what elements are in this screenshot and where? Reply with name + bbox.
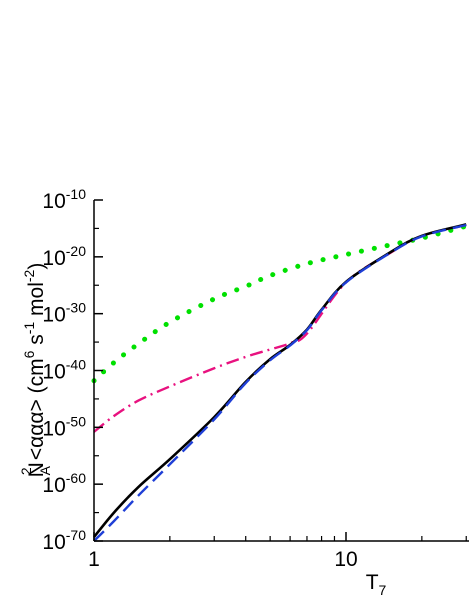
x-tick-label: 1 <box>88 548 100 571</box>
y-axis-label: N2 A <ααα> (cm6 s-1 mol-2) <box>18 263 53 478</box>
y-label-n: N <box>25 462 48 477</box>
y-tick-label: 10-50 <box>42 413 86 440</box>
y-tick-label: 10-70 <box>42 527 86 554</box>
y-label-core: <ααα> (cm <box>25 358 48 466</box>
x-axis-label-base: T <box>366 571 379 594</box>
y-tick-label: 10-60 <box>42 470 86 497</box>
y-label-exp3: -2 <box>21 269 37 282</box>
series-line-1 <box>91 223 469 384</box>
y-tick-label: 10-30 <box>42 300 86 327</box>
y-tick-label: 10-20 <box>42 243 86 270</box>
series-line-2 <box>93 223 467 433</box>
y-label-n-sub: A <box>37 465 53 475</box>
y-label-end: ) <box>25 263 48 270</box>
y-label-mid2: mol <box>25 282 48 322</box>
ticks: 10-70 10-60 10-50 10-40 10-30 10-20 10-10 1 10 <box>42 186 467 571</box>
x-axis-label-sub: 7 <box>379 582 387 598</box>
y-label-exp2: -1 <box>21 322 37 335</box>
series-line-4 <box>93 223 467 542</box>
series-line-3 <box>92 223 467 538</box>
plot-lines <box>91 223 469 542</box>
y-tick-label: 10-10 <box>42 186 86 213</box>
y-label-mid1: s <box>25 334 48 350</box>
x-tick-label: 10 <box>334 548 357 571</box>
y-tick-label: 10-40 <box>42 357 86 384</box>
axes <box>93 200 469 542</box>
x-axis-label: T7 <box>366 571 387 598</box>
y-label-exp1: 6 <box>21 350 37 358</box>
y-label-n-sup: 2 <box>18 467 34 475</box>
